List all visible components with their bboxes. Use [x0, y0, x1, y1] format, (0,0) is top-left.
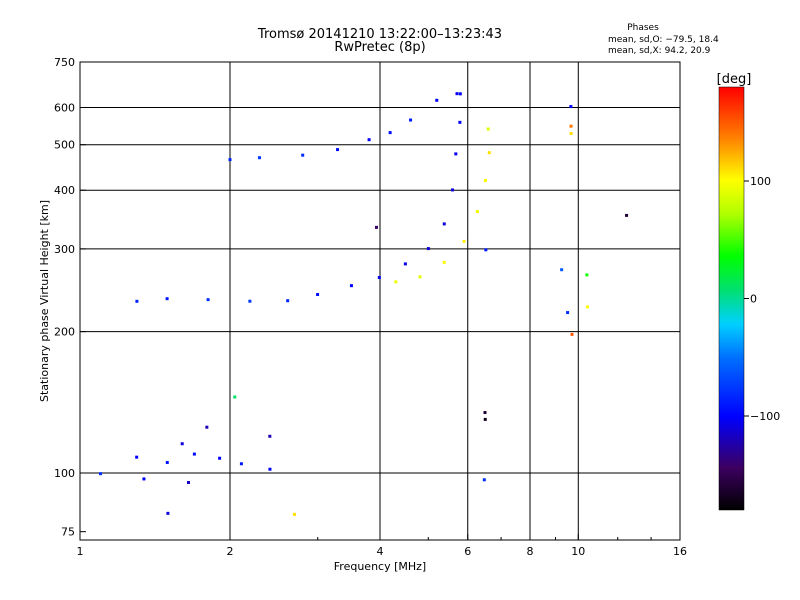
x-tick-label: 4	[377, 545, 384, 558]
data-point	[570, 332, 574, 336]
data-point	[569, 131, 573, 135]
data-point	[180, 442, 184, 446]
data-point	[292, 512, 296, 516]
data-point	[454, 152, 458, 156]
x-axis-label: Frequency [MHz]	[334, 560, 426, 573]
data-point	[166, 511, 170, 515]
y-axis-ticks: 75 100 200 300 400 500 600 750	[54, 56, 86, 539]
data-point	[316, 293, 320, 297]
data-points	[99, 92, 629, 516]
y-tick-label: 750	[54, 56, 75, 69]
data-point	[286, 299, 290, 303]
data-point	[99, 472, 103, 476]
x-tick-label: 1	[77, 545, 84, 558]
data-point	[377, 275, 381, 279]
colorbar-ticks: 100 0 −100	[744, 175, 780, 423]
data-point	[451, 188, 455, 192]
data-point	[475, 210, 479, 214]
x-tick-label: 6	[464, 545, 471, 558]
x-axis-ticks: 1 2 4 6 8 10 16	[77, 534, 687, 558]
data-point	[483, 417, 487, 421]
data-point	[135, 455, 139, 459]
data-point	[483, 411, 487, 415]
data-point	[349, 284, 353, 288]
data-point	[268, 434, 272, 438]
colorbar-tick-label: −100	[750, 410, 780, 423]
y-tick-label: 600	[54, 102, 75, 115]
data-point	[218, 456, 222, 460]
data-point	[142, 477, 146, 481]
colorbar-tick-label: 0	[750, 293, 757, 306]
colorbar-tick-label: 100	[750, 175, 771, 188]
colorbar-label: [deg]	[717, 72, 752, 87]
data-point	[486, 127, 490, 131]
data-point	[462, 239, 466, 243]
phase-o-stats: mean, sd,O: −79.5, 18.4	[608, 35, 719, 45]
data-point	[566, 311, 570, 315]
data-point	[248, 299, 252, 303]
data-point	[336, 148, 340, 152]
y-axis-label: Stationary phase Virtual Height [km]	[38, 200, 51, 402]
data-point	[388, 131, 392, 135]
data-point	[367, 138, 371, 142]
phase-heading: Phases	[627, 23, 659, 33]
x-tick-label: 10	[571, 545, 585, 558]
y-tick-label: 400	[54, 184, 75, 197]
data-point	[301, 153, 305, 157]
data-point	[135, 299, 139, 303]
data-point	[206, 298, 210, 302]
data-point	[569, 124, 573, 128]
data-point	[403, 262, 407, 266]
x-tick-label: 16	[673, 545, 687, 558]
x-tick-label: 2	[227, 545, 234, 558]
data-point	[394, 280, 398, 284]
data-point	[186, 481, 190, 485]
chart-title: Tromsø 20141210 13:22:00–13:23:43	[257, 27, 502, 42]
colorbar	[718, 86, 745, 511]
data-point	[442, 222, 446, 226]
data-point	[585, 305, 589, 309]
data-point	[257, 156, 261, 160]
data-point	[458, 92, 462, 96]
data-point	[482, 478, 486, 482]
data-point	[585, 273, 589, 277]
data-point	[165, 297, 169, 301]
grid-lines	[80, 62, 680, 540]
data-point	[233, 395, 237, 399]
data-point	[455, 92, 459, 96]
data-point	[569, 105, 573, 109]
data-point	[458, 120, 462, 124]
y-tick-label: 500	[54, 139, 75, 152]
data-point	[483, 179, 487, 183]
data-point	[426, 247, 430, 251]
data-point	[268, 467, 272, 471]
data-point	[165, 461, 169, 465]
data-point	[560, 268, 564, 272]
data-point	[487, 151, 491, 155]
data-point	[192, 452, 196, 456]
data-point	[409, 118, 413, 122]
data-point	[205, 425, 209, 429]
data-point	[374, 225, 378, 229]
data-point	[435, 98, 439, 102]
data-point	[625, 213, 629, 217]
data-point	[239, 462, 243, 466]
y-tick-label: 200	[54, 326, 75, 339]
data-point	[484, 248, 488, 252]
chart-subtitle: RwPretec (8p)	[334, 40, 425, 55]
y-tick-label: 75	[61, 526, 75, 539]
data-point	[228, 158, 232, 162]
y-tick-label: 300	[54, 243, 75, 256]
data-point	[418, 275, 422, 279]
y-tick-label: 100	[54, 467, 75, 480]
phase-x-stats: mean, sd,X: 94.2, 20.9	[608, 46, 711, 56]
data-point	[442, 260, 446, 264]
x-tick-label: 8	[527, 545, 534, 558]
